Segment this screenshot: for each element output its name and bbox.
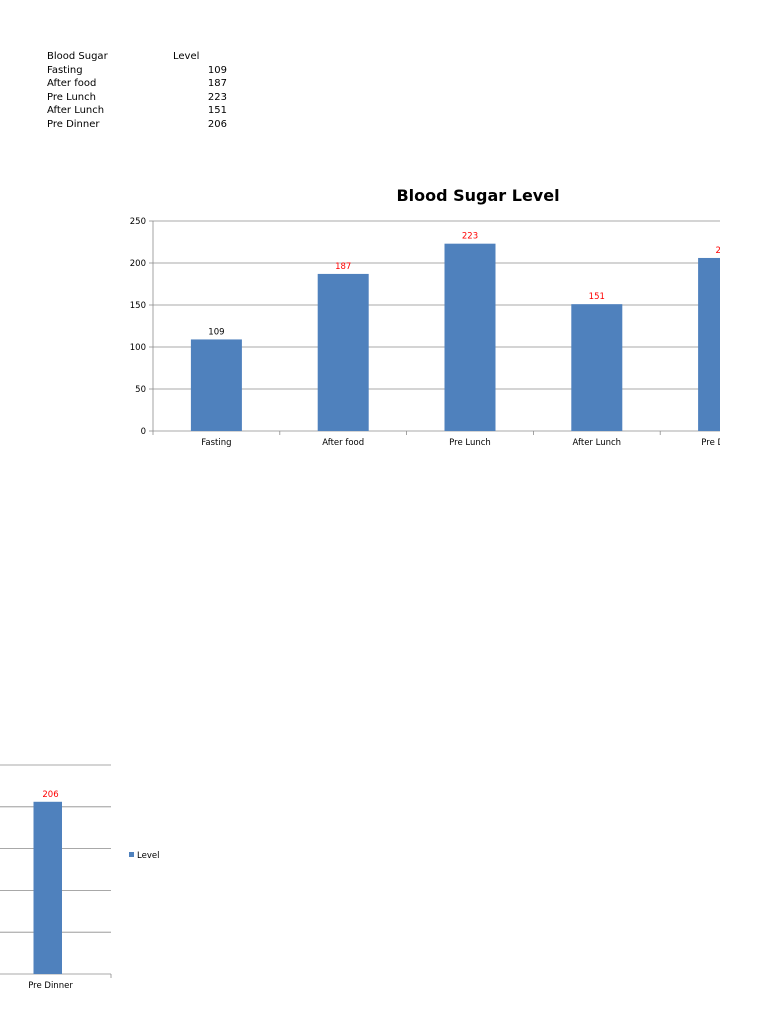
bar xyxy=(33,801,62,974)
table-cell-label: Fasting xyxy=(47,64,83,76)
overflow-chart-plot: 206 Pre Dinner xyxy=(0,764,112,991)
data-label: 223 xyxy=(462,232,478,242)
y-tick-label: 250 xyxy=(130,217,146,227)
x-tick-label: Fasting xyxy=(201,438,231,448)
y-tick-label: 150 xyxy=(130,301,146,311)
y-tick-label: 50 xyxy=(135,385,146,395)
y-tick-label: 0 xyxy=(141,427,146,437)
table-cell-value: 206 xyxy=(207,118,227,130)
table-cell-label: Pre Dinner xyxy=(47,118,100,130)
x-tick-label: Pre Dinner xyxy=(28,981,73,991)
bar xyxy=(698,257,720,431)
bar xyxy=(571,304,623,431)
data-label: 206 xyxy=(42,790,58,800)
table-cell-value: 223 xyxy=(207,91,227,103)
table-cell-label: After food xyxy=(47,78,97,90)
x-tick-label: Pre Lunch xyxy=(449,438,491,448)
data-label: 109 xyxy=(208,327,224,337)
x-tick-label: After food xyxy=(322,438,364,448)
data-label: 151 xyxy=(589,292,605,302)
x-tick-label: Pre Dinner xyxy=(701,438,746,448)
bar xyxy=(444,243,496,431)
y-tick-label: 100 xyxy=(130,343,146,353)
y-tick-label: 200 xyxy=(130,259,146,269)
bar xyxy=(317,273,369,431)
table-cell-value: 151 xyxy=(207,105,227,117)
table-cell-value: 187 xyxy=(207,78,227,90)
legend-swatch xyxy=(129,852,134,857)
table-cell-label: Pre Lunch xyxy=(47,91,96,103)
table-header-cell: Blood Sugar xyxy=(47,51,108,62)
data-label: 206 xyxy=(715,246,731,256)
x-tick-label: After Lunch xyxy=(573,438,622,448)
table-cell-value: 109 xyxy=(207,64,227,76)
legend-label: Level xyxy=(137,851,159,861)
table-cell-label: After Lunch xyxy=(47,105,105,117)
table-header-cell: Level xyxy=(173,51,200,62)
chart-title: Blood Sugar Level xyxy=(396,186,559,205)
data-label: 187 xyxy=(335,262,351,272)
bar xyxy=(190,339,242,431)
main-chart-plot: 0 50 100 150 200 250 109 Fasting 187 After food 22… xyxy=(130,217,746,448)
